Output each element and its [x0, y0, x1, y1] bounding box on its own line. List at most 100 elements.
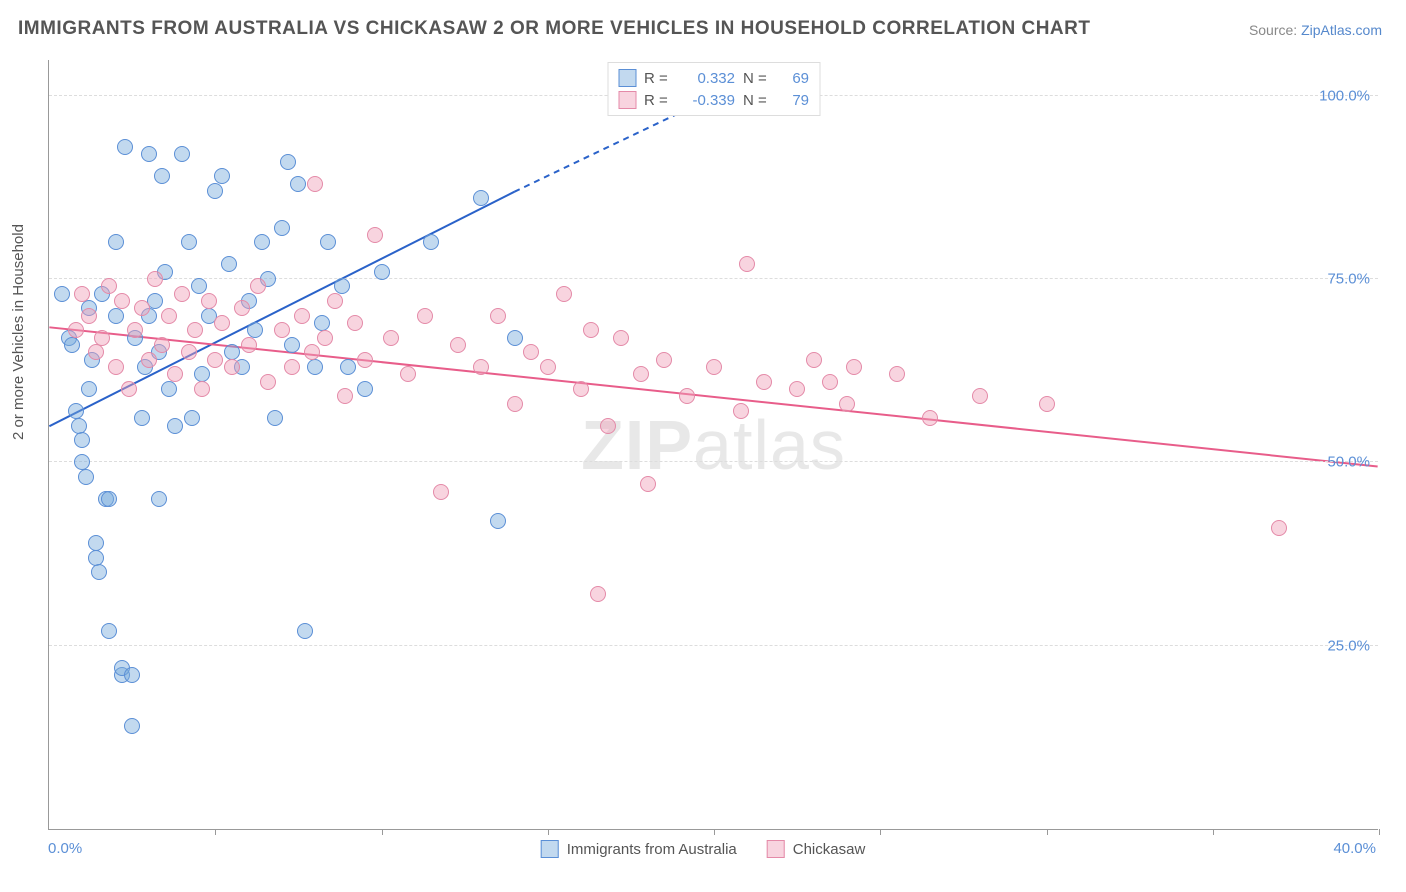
data-point — [247, 322, 263, 338]
data-point — [147, 271, 163, 287]
data-point — [297, 623, 313, 639]
data-point — [1039, 396, 1055, 412]
data-point — [91, 564, 107, 580]
legend-swatch-series-2 — [618, 91, 636, 109]
chart-plot-area: ZIPatlas R = 0.332 N = 69 R = -0.339 N =… — [48, 60, 1378, 830]
data-point — [241, 337, 257, 353]
data-point — [922, 410, 938, 426]
data-point — [540, 359, 556, 375]
y-tick-label: 25.0% — [1327, 637, 1370, 654]
trend-lines-layer — [49, 60, 1378, 829]
data-point — [81, 308, 97, 324]
legend-row-series-1: R = 0.332 N = 69 — [618, 67, 809, 89]
data-point — [74, 286, 90, 302]
data-point — [383, 330, 399, 346]
legend-swatch-series-1 — [618, 69, 636, 87]
data-point — [473, 190, 489, 206]
watermark-bold: ZIP — [581, 406, 693, 484]
data-point — [134, 410, 150, 426]
data-point — [221, 256, 237, 272]
data-point — [214, 315, 230, 331]
y-tick-label: 50.0% — [1327, 454, 1370, 471]
data-point — [254, 234, 270, 250]
data-point — [314, 315, 330, 331]
data-point — [117, 139, 133, 155]
legend-r-label: R = — [644, 92, 672, 109]
data-point — [640, 476, 656, 492]
data-point — [151, 491, 167, 507]
data-point — [334, 278, 350, 294]
data-point — [234, 300, 250, 316]
legend-n-value-2: 79 — [779, 92, 809, 109]
data-point — [294, 308, 310, 324]
data-point — [423, 234, 439, 250]
x-tick — [1213, 829, 1214, 835]
watermark: ZIPatlas — [581, 405, 846, 485]
data-point — [450, 337, 466, 353]
source-link[interactable]: ZipAtlas.com — [1301, 22, 1382, 38]
x-tick — [215, 829, 216, 835]
data-point — [320, 234, 336, 250]
data-point — [194, 381, 210, 397]
series-swatch-2 — [767, 840, 785, 858]
legend-r-value-1: 0.332 — [680, 70, 735, 87]
x-axis-min-label: 0.0% — [48, 840, 82, 857]
data-point — [490, 513, 506, 529]
data-point — [174, 286, 190, 302]
data-point — [972, 388, 988, 404]
data-point — [839, 396, 855, 412]
legend-n-label: N = — [743, 70, 771, 87]
data-point — [284, 337, 300, 353]
data-point — [274, 322, 290, 338]
legend-r-label: R = — [644, 70, 672, 87]
x-tick — [1047, 829, 1048, 835]
data-point — [181, 344, 197, 360]
data-point — [280, 154, 296, 170]
series-legend: Immigrants from Australia Chickasaw — [531, 840, 876, 858]
source-attribution: Source: ZipAtlas.com — [1249, 22, 1382, 38]
data-point — [613, 330, 629, 346]
data-point — [507, 396, 523, 412]
data-point — [739, 256, 755, 272]
data-point — [600, 418, 616, 434]
y-axis-label: 2 or more Vehicles in Household — [10, 224, 27, 440]
x-tick — [382, 829, 383, 835]
data-point — [656, 352, 672, 368]
series-label-2: Chickasaw — [793, 841, 866, 858]
data-point — [108, 359, 124, 375]
data-point — [633, 366, 649, 382]
data-point — [167, 366, 183, 382]
data-point — [889, 366, 905, 382]
data-point — [490, 308, 506, 324]
data-point — [733, 403, 749, 419]
data-point — [347, 315, 363, 331]
series-legend-item-1: Immigrants from Australia — [541, 840, 737, 858]
x-tick — [548, 829, 549, 835]
series-legend-item-2: Chickasaw — [767, 840, 866, 858]
data-point — [250, 278, 266, 294]
data-point — [224, 359, 240, 375]
x-tick — [880, 829, 881, 835]
data-point — [400, 366, 416, 382]
data-point — [473, 359, 489, 375]
data-point — [108, 234, 124, 250]
data-point — [88, 535, 104, 551]
data-point — [68, 403, 84, 419]
data-point — [523, 344, 539, 360]
legend-row-series-2: R = -0.339 N = 79 — [618, 89, 809, 111]
data-point — [94, 330, 110, 346]
series-swatch-1 — [541, 840, 559, 858]
data-point — [1271, 520, 1287, 536]
data-point — [846, 359, 862, 375]
data-point — [141, 146, 157, 162]
data-point — [108, 308, 124, 324]
data-point — [374, 264, 390, 280]
data-point — [806, 352, 822, 368]
data-point — [207, 352, 223, 368]
data-point — [284, 359, 300, 375]
data-point — [357, 352, 373, 368]
data-point — [181, 234, 197, 250]
correlation-legend: R = 0.332 N = 69 R = -0.339 N = 79 — [607, 62, 820, 116]
x-tick — [714, 829, 715, 835]
data-point — [340, 359, 356, 375]
